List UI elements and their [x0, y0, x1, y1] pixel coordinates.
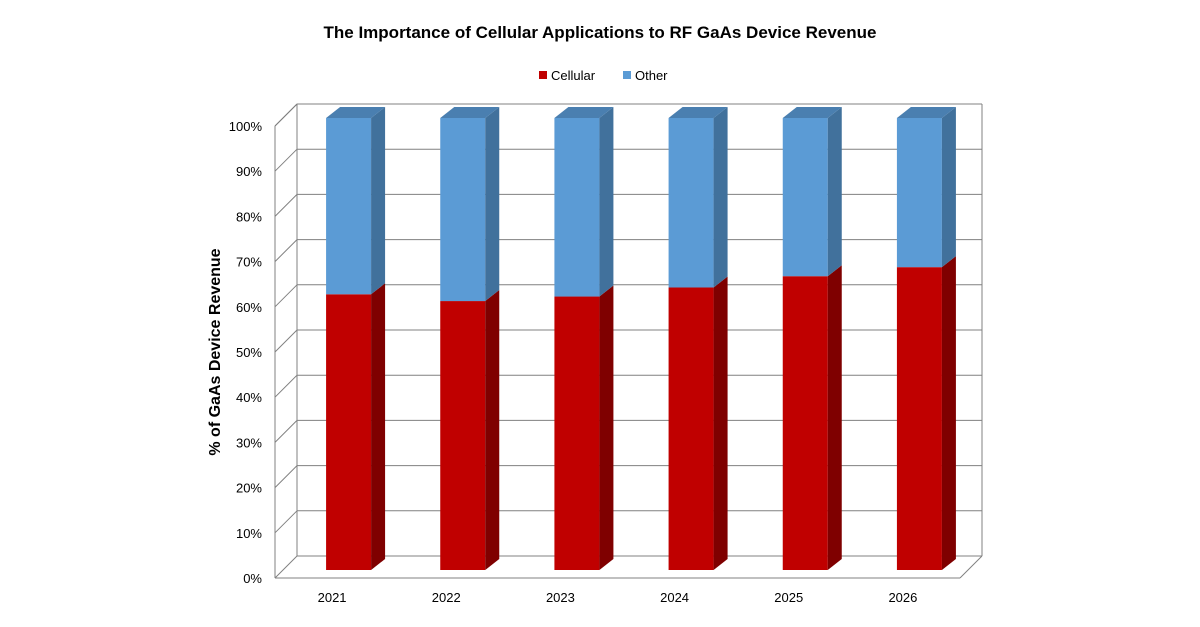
bar-other-2024 — [668, 118, 714, 288]
y-tick-label: 60% — [236, 300, 262, 315]
bar-cellular-2025 — [782, 276, 828, 570]
y-tick-labels: 0% 10% 20% 30% 40% 50% 60% 70% 80% 90% 100% — [229, 119, 263, 586]
x-tick-label: 2023 — [546, 590, 575, 605]
gridline-diagonal — [274, 194, 298, 217]
x-tick-labels: 2021 2022 2023 2024 2025 2026 — [318, 590, 918, 605]
bar-side-other-2022 — [485, 107, 500, 302]
legend: Cellular Other — [539, 68, 668, 83]
bar-side-cellular-2021 — [371, 283, 386, 570]
bar-top-2026 — [896, 107, 956, 118]
y-tick-label: 80% — [236, 209, 262, 224]
gridline-diagonal — [274, 329, 298, 353]
bar-stack-2026 — [896, 107, 956, 570]
y-tick-label: 50% — [236, 345, 262, 360]
bar-side-cellular-2025 — [827, 265, 842, 570]
bar-side-cellular-2022 — [485, 290, 500, 570]
y-tick-label: 40% — [236, 390, 262, 405]
x-tick-label: 2025 — [774, 590, 803, 605]
gridline-diagonal — [274, 510, 298, 534]
y-tick-label: 20% — [236, 481, 262, 496]
bar-other-2025 — [782, 118, 828, 277]
bar-other-2023 — [554, 118, 600, 297]
bar-other-2026 — [896, 118, 942, 268]
bar-stack-2024 — [668, 107, 728, 570]
bar-cellular-2022 — [440, 301, 486, 570]
legend-label-cellular: Cellular — [551, 68, 596, 83]
gridlines — [274, 103, 982, 579]
y-axis-label: % of GaAs Device Revenue — [207, 248, 224, 455]
legend-swatch-cellular — [539, 71, 547, 79]
gridline-diagonal — [274, 465, 298, 488]
gridline-diagonal — [274, 103, 298, 127]
chart-title: The Importance of Cellular Applications … — [324, 23, 877, 42]
y-tick-label: 10% — [236, 526, 262, 541]
bar-side-other-2025 — [827, 107, 842, 277]
x-tick-label: 2024 — [660, 590, 689, 605]
bar-side-cellular-2026 — [941, 256, 956, 570]
bar-cellular-2021 — [326, 294, 372, 570]
y-tick-label: 0% — [243, 571, 262, 586]
gridline-diagonal — [274, 420, 298, 443]
gridline-diagonal — [274, 555, 298, 579]
bar-side-other-2024 — [713, 107, 728, 288]
gridline-diagonal — [274, 239, 298, 262]
legend-label-other: Other — [635, 68, 668, 83]
floor-right-edge — [959, 555, 983, 579]
x-tick-label: 2022 — [432, 590, 461, 605]
bars — [326, 107, 956, 570]
y-tick-label: 30% — [236, 435, 262, 450]
legend-swatch-other — [623, 71, 631, 79]
x-tick-label: 2026 — [888, 590, 917, 605]
bar-side-other-2026 — [941, 107, 956, 268]
bar-side-cellular-2023 — [599, 285, 614, 570]
bar-stack-2021 — [326, 107, 386, 570]
bar-side-other-2021 — [371, 107, 386, 295]
bar-top-2023 — [554, 107, 614, 118]
x-tick-label: 2021 — [318, 590, 347, 605]
gridline-diagonal — [274, 148, 298, 172]
bar-cellular-2024 — [668, 287, 714, 570]
gridline-diagonal — [274, 374, 298, 398]
bar-side-cellular-2024 — [713, 276, 728, 570]
bar-top-2021 — [326, 107, 386, 118]
bar-side-other-2023 — [599, 107, 614, 297]
bar-stack-2023 — [554, 107, 614, 570]
bar-cellular-2026 — [896, 267, 942, 570]
bar-other-2022 — [440, 118, 486, 302]
y-tick-label: 70% — [236, 255, 262, 270]
bar-stack-2022 — [440, 107, 500, 570]
bar-cellular-2023 — [554, 296, 600, 570]
bar-top-2024 — [668, 107, 728, 118]
y-tick-label: 90% — [236, 164, 262, 179]
bar-other-2021 — [326, 118, 372, 295]
y-tick-label: 100% — [229, 119, 263, 134]
bar-top-2025 — [782, 107, 842, 118]
bar-top-2022 — [440, 107, 500, 118]
gridline-diagonal — [274, 284, 298, 308]
bar-stack-2025 — [782, 107, 842, 570]
